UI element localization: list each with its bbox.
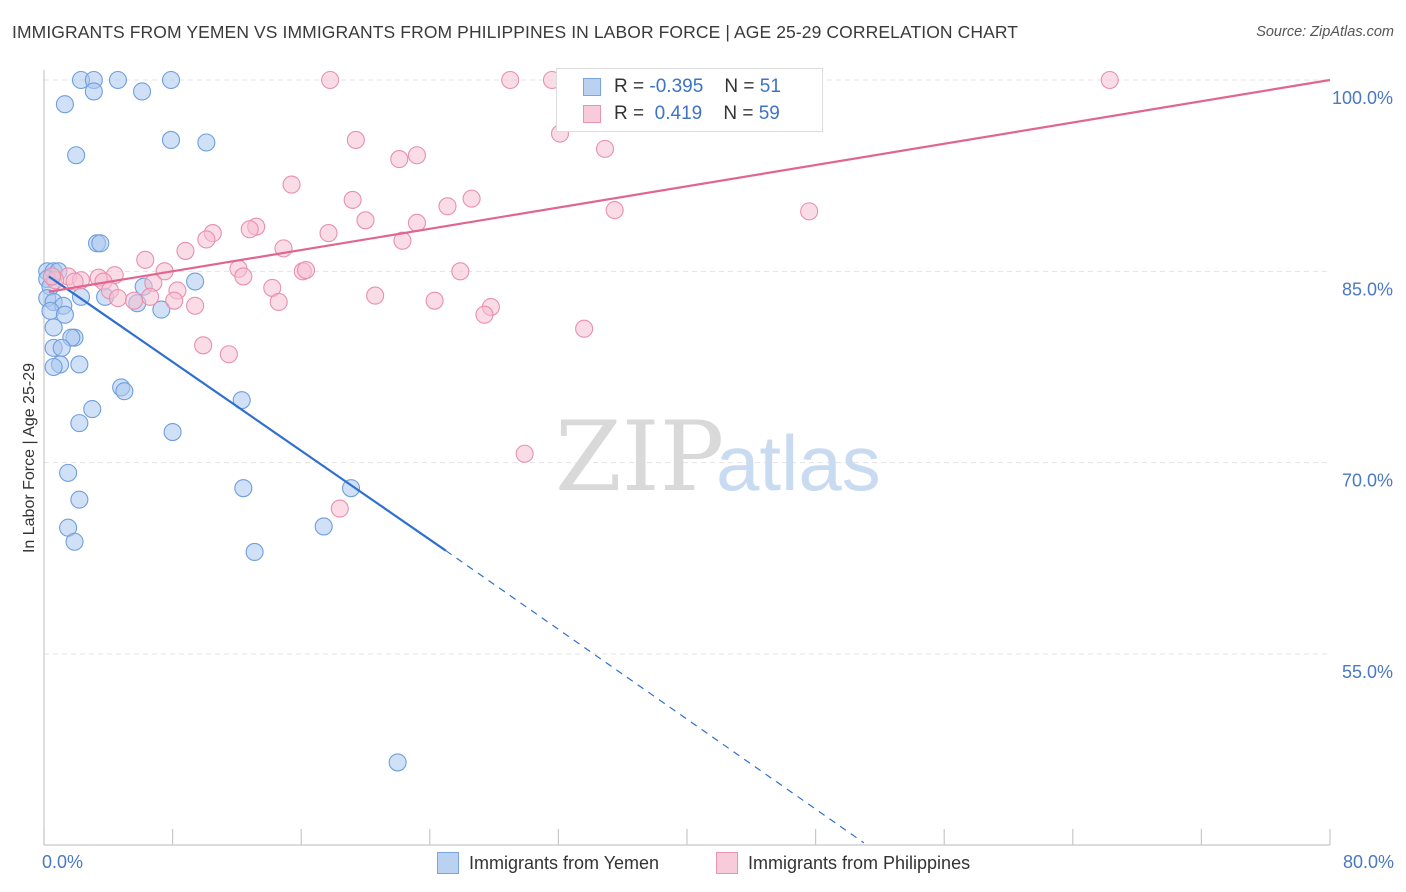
point-yemen-9 bbox=[67, 146, 86, 165]
point-yemen-2 bbox=[108, 70, 127, 90]
series-legend-swatch-yemen bbox=[437, 852, 459, 874]
point-philippines-31 bbox=[234, 267, 253, 286]
point-philippines-48 bbox=[425, 291, 444, 310]
point-yemen-35 bbox=[44, 357, 63, 377]
point-philippines-52 bbox=[186, 296, 205, 315]
point-philippines-56 bbox=[515, 444, 534, 463]
point-philippines-11 bbox=[462, 189, 481, 208]
trendline-yemen-extension bbox=[445, 550, 865, 844]
point-philippines-14 bbox=[800, 202, 819, 221]
point-yemen-42 bbox=[59, 463, 78, 482]
point-philippines-9 bbox=[282, 175, 301, 194]
point-philippines-12 bbox=[438, 197, 457, 216]
point-philippines-1 bbox=[501, 70, 520, 90]
point-philippines-6 bbox=[595, 139, 615, 158]
point-yemen-7 bbox=[161, 130, 181, 150]
point-philippines-25 bbox=[136, 250, 155, 269]
point-philippines-23 bbox=[176, 241, 195, 260]
point-philippines-0 bbox=[321, 70, 340, 90]
correlation-legend: R = -0.395 N = 51 R = 0.419 N = 59 bbox=[556, 68, 823, 132]
series-legend-philippines: Immigrants from Philippines bbox=[716, 852, 970, 874]
legend-text-philippines: R = 0.419 N = 59 bbox=[614, 103, 780, 124]
point-yemen-39 bbox=[83, 400, 102, 419]
point-philippines-55 bbox=[219, 345, 238, 364]
point-philippines-5 bbox=[346, 130, 365, 150]
point-philippines-49 bbox=[269, 292, 288, 311]
gridlines bbox=[44, 79, 1330, 655]
y-tick-label-3: 55.0% bbox=[1342, 662, 1393, 682]
trendline-yemen bbox=[48, 275, 447, 552]
point-yemen-33 bbox=[70, 355, 89, 374]
point-philippines-30 bbox=[451, 262, 470, 281]
x-tick-label-min: 0.0% bbox=[42, 852, 84, 872]
x-tick-label-max: 80.0% bbox=[1342, 852, 1394, 872]
point-philippines-3 bbox=[1100, 70, 1119, 90]
point-philippines-21 bbox=[197, 230, 216, 249]
point-philippines-43 bbox=[141, 287, 160, 306]
point-yemen-48 bbox=[314, 517, 333, 536]
point-philippines-46 bbox=[165, 291, 184, 310]
point-philippines-57 bbox=[330, 499, 349, 518]
point-yemen-6 bbox=[55, 95, 74, 114]
point-philippines-44 bbox=[108, 289, 127, 308]
legend-swatch-philippines bbox=[583, 105, 601, 123]
point-yemen-40 bbox=[70, 414, 89, 433]
point-philippines-13 bbox=[605, 201, 624, 220]
trendline-philippines bbox=[48, 78, 1331, 293]
watermark-atlas: atlas bbox=[716, 419, 881, 507]
point-yemen-3 bbox=[161, 70, 181, 90]
series-legend-yemen: Immigrants from Yemen bbox=[437, 852, 659, 874]
point-philippines-20 bbox=[319, 224, 338, 243]
point-yemen-28 bbox=[44, 318, 63, 337]
y-tick-labels: 100.0% 85.0% 70.0% 55.0% bbox=[1332, 88, 1393, 682]
series-legend-swatch-philippines bbox=[716, 852, 738, 874]
point-philippines-18 bbox=[240, 220, 259, 239]
y-tick-label-2: 70.0% bbox=[1342, 471, 1393, 491]
axes bbox=[43, 70, 1331, 846]
legend-text-yemen: R = -0.395 N = 51 bbox=[614, 76, 781, 97]
point-yemen-32 bbox=[52, 338, 71, 357]
point-yemen-5 bbox=[133, 82, 152, 101]
point-yemen-8 bbox=[197, 133, 216, 152]
point-yemen-47 bbox=[65, 532, 84, 551]
point-philippines-51 bbox=[475, 305, 494, 324]
y-tick-label-1: 85.0% bbox=[1342, 279, 1393, 299]
point-yemen-37 bbox=[115, 382, 134, 401]
series-legend-label-yemen: Immigrants from Yemen bbox=[469, 853, 660, 873]
point-philippines-54 bbox=[194, 336, 213, 355]
point-philippines-10 bbox=[343, 190, 362, 209]
point-philippines-7 bbox=[390, 150, 409, 169]
legend-swatch-yemen bbox=[583, 78, 601, 96]
point-philippines-45 bbox=[124, 291, 144, 310]
watermark-zip: ZIP bbox=[555, 401, 724, 513]
point-yemen-25 bbox=[152, 300, 171, 319]
watermark: ZIP atlas bbox=[555, 401, 881, 513]
chart-title: IMMIGRANTS FROM YEMEN VS IMMIGRANTS FROM… bbox=[12, 22, 1019, 42]
point-yemen-27 bbox=[55, 305, 74, 324]
point-philippines-15 bbox=[356, 211, 375, 230]
trendlines bbox=[48, 78, 1331, 844]
point-yemen-44 bbox=[234, 479, 253, 498]
point-yemen-45 bbox=[341, 479, 361, 498]
point-philippines-29 bbox=[296, 261, 316, 280]
point-yemen-43 bbox=[70, 490, 89, 509]
point-yemen-41 bbox=[163, 423, 182, 442]
point-yemen-17 bbox=[186, 272, 205, 291]
y-tick-label-0: 100.0% bbox=[1332, 88, 1393, 108]
point-philippines-47 bbox=[366, 286, 385, 305]
point-yemen-49 bbox=[245, 542, 264, 562]
point-philippines-8 bbox=[407, 146, 426, 165]
point-yemen-4 bbox=[84, 82, 103, 101]
point-yemen-50 bbox=[388, 753, 407, 772]
point-yemen-11 bbox=[91, 234, 110, 253]
source-credit: Source: ZipAtlas.com bbox=[1256, 24, 1394, 40]
data-points bbox=[38, 70, 1119, 772]
point-philippines-53 bbox=[575, 319, 594, 338]
series-legend-label-philippines: Immigrants from Philippines bbox=[748, 853, 971, 873]
